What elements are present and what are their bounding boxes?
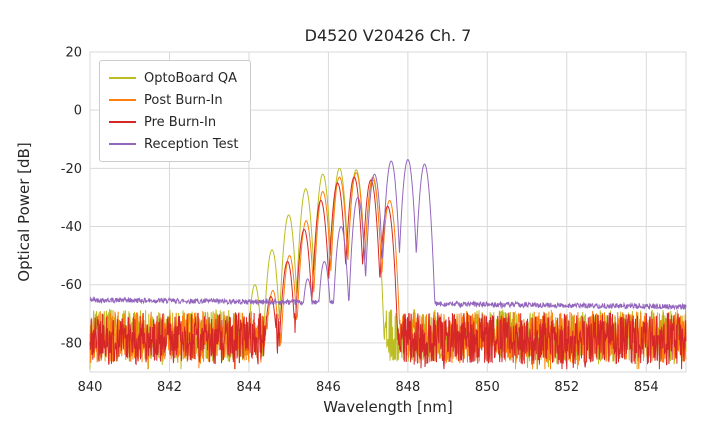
- x-axis-label: Wavelength [nm]: [323, 398, 453, 416]
- legend-item-optoboard-qa: OptoBoard QA: [109, 67, 238, 89]
- y-tick-label: 0: [74, 104, 82, 119]
- x-tick-label: 840: [78, 380, 103, 395]
- legend-label-pre-burn-in: Pre Burn-In: [144, 114, 217, 130]
- x-tick-label: 850: [475, 380, 500, 395]
- x-tick-label: 848: [395, 380, 420, 395]
- legend-label-optoboard-qa: OptoBoard QA: [144, 70, 237, 86]
- y-axis-label: Optical Power [dB]: [15, 142, 33, 282]
- legend-swatch-optoboard-qa: [109, 77, 136, 79]
- plot-border: [89, 51, 687, 373]
- legend: OptoBoard QA Post Burn-In Pre Burn-In Re…: [99, 60, 252, 162]
- legend-item-pre-burn-in: Pre Burn-In: [109, 111, 238, 133]
- x-tick-label: 852: [554, 380, 579, 395]
- series-pre-burn-in: [89, 176, 687, 370]
- y-tick-label: -40: [61, 220, 82, 235]
- x-tick-label: 842: [157, 380, 182, 395]
- x-tick-label: 846: [316, 380, 341, 395]
- legend-label-reception-test: Reception Test: [144, 136, 239, 152]
- x-tick-label: 854: [634, 380, 659, 395]
- legend-swatch-pre-burn-in: [109, 121, 136, 123]
- y-tick-label: -60: [61, 278, 82, 293]
- legend-label-post-burn-in: Post Burn-In: [144, 92, 223, 108]
- y-tick-label: -20: [61, 162, 82, 177]
- legend-item-reception-test: Reception Test: [109, 133, 238, 155]
- y-tick-label: -80: [61, 336, 82, 351]
- series-reception-test: [89, 159, 687, 311]
- x-tick-label: 844: [237, 380, 262, 395]
- legend-swatch-reception-test: [109, 143, 136, 145]
- legend-item-post-burn-in: Post Burn-In: [109, 89, 238, 111]
- chart-title: D4520 V20426 Ch. 7: [304, 26, 472, 45]
- legend-swatch-post-burn-in: [109, 99, 136, 101]
- y-tick-label: 20: [65, 46, 82, 61]
